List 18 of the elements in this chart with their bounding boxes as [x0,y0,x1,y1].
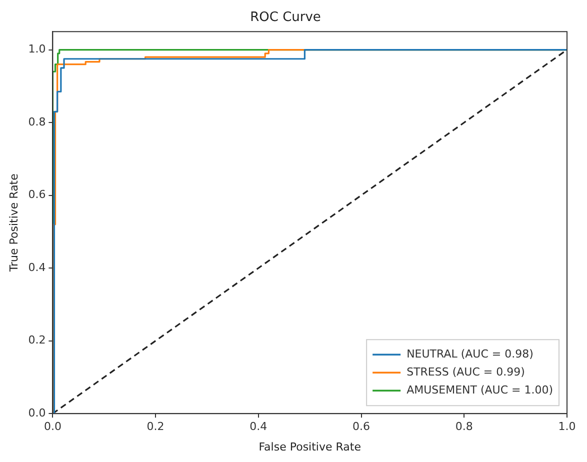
chart-title: ROC Curve [250,10,321,26]
legend-label: NEUTRAL (AUC = 0.98) [406,347,534,360]
x-tick-label: 0.2 [146,420,164,434]
x-tick-label: 1.0 [558,420,576,434]
y-tick-label: 0.6 [28,188,46,202]
y-tick-label: 1.0 [28,42,46,56]
legend-label: AMUSEMENT (AUC = 1.00) [406,383,554,396]
x-tick-label: 0.4 [250,420,268,434]
y-tick-label: 0.4 [28,260,46,274]
x-tick-label: 0.8 [455,420,473,434]
y-tick-label: 0.8 [28,115,46,128]
y-tick-label: 0.0 [28,406,46,420]
x-tick-label: 0.0 [44,420,62,434]
y-tick-label: 0.2 [28,334,46,347]
x-tick-label: 0.6 [352,420,370,434]
x-axis-title: False Positive Rate [258,440,362,454]
y-axis-title: True Positive Rate [7,173,20,273]
legend-label: STRESS (AUC = 0.99) [406,365,525,378]
